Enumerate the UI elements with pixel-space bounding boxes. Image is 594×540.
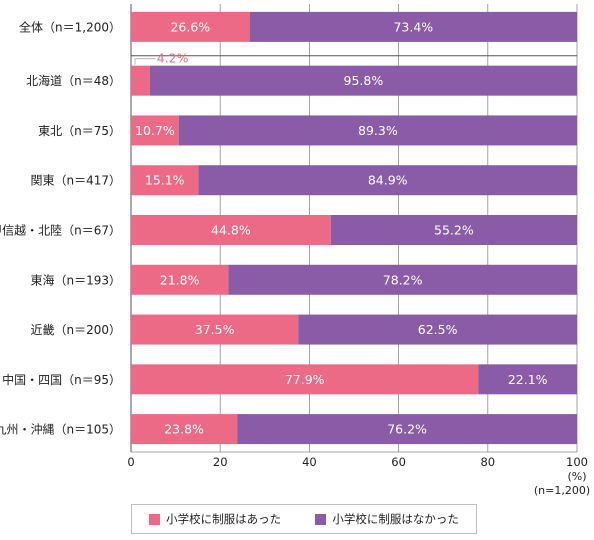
sample-size-note: (n=1,200) [527, 484, 594, 497]
legend-item-yes: 小学校に制服はあった [149, 511, 281, 527]
bar-segment [330, 215, 577, 245]
legend-swatch-no [315, 513, 327, 525]
x-tick-label: 20 [213, 455, 228, 469]
legend-item-no: 小学校に制服はなかった [315, 511, 459, 527]
bar-segment [131, 215, 331, 245]
data-label: 23.8% [164, 422, 204, 437]
data-label: 78.2% [383, 272, 423, 287]
bar-segment [131, 414, 238, 445]
bar-segment [131, 11, 250, 42]
x-tick-label: 100 [566, 455, 588, 469]
data-label: 89.3% [358, 123, 398, 138]
bar-segment [298, 314, 577, 345]
data-label: 26.6% [170, 19, 210, 34]
bar-segment [131, 314, 299, 345]
data-label: 62.5% [418, 322, 458, 337]
data-label: 10.7% [135, 123, 175, 138]
category-label: 東北（n＝75） [38, 124, 121, 138]
data-label-leader [134, 58, 156, 65]
data-label: 15.1% [145, 173, 185, 188]
bar-segment [131, 65, 150, 96]
bar-segment [178, 115, 578, 146]
legend-label-no: 小学校に制服はなかった [332, 512, 459, 526]
category-label: 中国・四国（n＝95） [2, 372, 121, 387]
category-label: 九州・沖縄（n＝105） [0, 422, 121, 437]
x-tick-label: 60 [391, 455, 406, 469]
data-label: 76.2% [387, 422, 427, 437]
category-label: 関東（n＝417） [30, 174, 121, 188]
legend: 小学校に制服はあった 小学校に制服はなかった [131, 504, 477, 534]
bar-segment [249, 11, 578, 42]
data-label: 73.4% [393, 19, 433, 34]
axis-unit-label: (%) [555, 470, 594, 483]
data-label: 55.2% [434, 223, 474, 238]
data-label: 4.2% [157, 51, 189, 66]
unit-text: (%) [567, 470, 587, 483]
data-label: 22.1% [508, 372, 548, 387]
legend-swatch-yes [149, 513, 161, 525]
data-label: 44.8% [211, 223, 251, 238]
category-label: 東海（n＝193） [30, 272, 121, 287]
bar-segment [149, 65, 577, 96]
bar-segment [228, 264, 577, 295]
bar-segment [131, 264, 229, 295]
x-tick-label: 40 [302, 455, 317, 469]
legend-label-yes: 小学校に制服はあった [166, 512, 282, 526]
bar-segment [478, 364, 577, 395]
category-label: 近畿（n＝200） [30, 323, 121, 337]
x-tick-label: 0 [127, 455, 134, 469]
data-label: 95.8% [344, 73, 384, 88]
bar-segment [131, 115, 179, 146]
bar-segment [198, 165, 577, 196]
bar-segment [131, 364, 479, 395]
category-label: 全体（n＝1,200） [19, 19, 121, 34]
data-label: 84.9% [368, 173, 408, 188]
data-label: 37.5% [195, 322, 235, 337]
x-tick-label: 80 [480, 455, 495, 469]
sample-note-text: (n=1,200) [533, 484, 591, 497]
bar-segment [131, 165, 199, 196]
data-label: 21.8% [160, 272, 200, 287]
category-label: 甲信越・北陸（n＝67） [0, 224, 121, 238]
data-label: 77.9% [285, 372, 325, 387]
category-label: 北海道（n＝48） [26, 73, 121, 88]
bar-segment [237, 414, 577, 445]
